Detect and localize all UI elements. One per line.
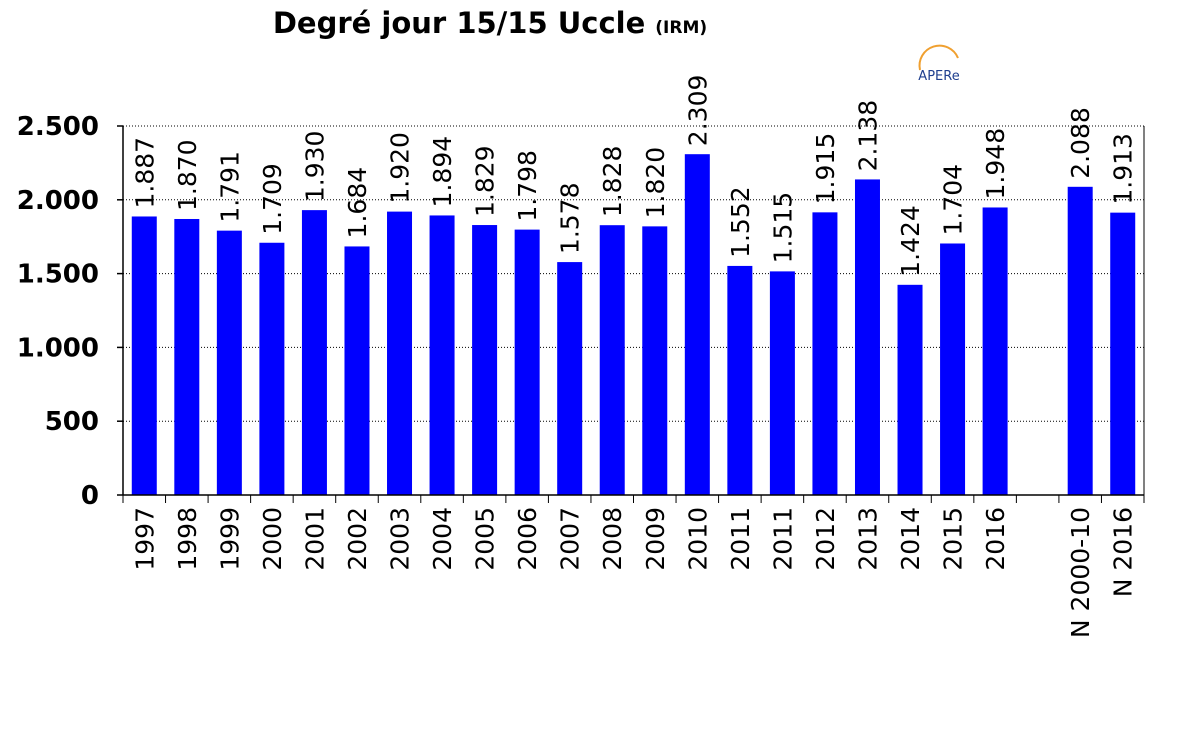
- value-label: 1.798: [513, 150, 542, 222]
- value-label: 1.829: [471, 145, 500, 217]
- bar: [897, 284, 923, 495]
- value-label: 1.887: [130, 137, 159, 209]
- y-tick-label: 500: [45, 407, 99, 437]
- bar: [769, 271, 795, 495]
- x-tick-label: 2011: [768, 507, 797, 571]
- value-label: 1.709: [258, 163, 287, 235]
- bar: [429, 215, 455, 495]
- x-tick-label: 1997: [130, 507, 159, 571]
- apere-logo: APERe: [918, 44, 960, 84]
- chart-title-source: (IRM): [655, 18, 708, 38]
- x-tick-label: 2009: [641, 507, 670, 571]
- value-label: 1.424: [896, 205, 925, 277]
- value-labels: 1.887 1.870 1.791 1.709 1.930 1.684 1.920 1.894…: [130, 75, 1137, 277]
- bar: [514, 229, 540, 495]
- y-tick-label: 0: [81, 481, 99, 511]
- x-tick-label: 2005: [471, 507, 500, 571]
- bar: [472, 225, 498, 495]
- value-label: 1.515: [768, 192, 797, 264]
- bar: [982, 207, 1008, 495]
- bar: [812, 212, 838, 495]
- x-tick-label: 2001: [300, 507, 329, 571]
- grid-lines: [123, 125, 1144, 422]
- x-tick-label: 2012: [811, 507, 840, 571]
- bar: [557, 262, 583, 495]
- y-axis-ticks: 0 500 1.000 1.500 2.000 2.500: [17, 112, 123, 511]
- x-tick-label: 2007: [556, 507, 585, 571]
- value-label: 1.948: [981, 128, 1010, 200]
- y-tick-label: 2.000: [17, 186, 99, 216]
- chart-title-main: Degré jour 15/15 Uccle: [272, 6, 646, 40]
- value-label: 1.684: [343, 167, 372, 239]
- value-label: 1.915: [811, 133, 840, 205]
- logo-arc-icon: [918, 44, 959, 71]
- axes: [122, 126, 1145, 503]
- x-tick-label: N 2000-10: [1066, 507, 1095, 638]
- value-label: 2.138: [853, 100, 882, 172]
- x-tick-label: 2004: [428, 507, 457, 571]
- x-tick-label: 2003: [386, 507, 415, 571]
- y-tick-label: 1.000: [17, 333, 99, 363]
- bar: [344, 246, 370, 495]
- x-tick-label: 2011: [726, 507, 755, 571]
- x-tick-label: 2006: [513, 507, 542, 571]
- bar: [1110, 212, 1136, 495]
- value-label: 1.894: [428, 136, 457, 208]
- bar: [940, 243, 966, 495]
- value-label: 1.870: [173, 139, 202, 211]
- x-tick-label: 2015: [939, 507, 968, 571]
- x-tick-label: N 2016: [1109, 507, 1138, 597]
- y-tick-label: 1.500: [17, 260, 99, 290]
- bar: [684, 154, 710, 496]
- x-tick-label: 2014: [896, 507, 925, 571]
- bar: [854, 179, 880, 495]
- bar: [131, 216, 157, 495]
- x-tick-label: 2002: [343, 507, 372, 571]
- value-label: 1.552: [726, 186, 755, 258]
- x-tick-label: 2010: [683, 507, 712, 571]
- logo-text: APERe: [918, 69, 959, 84]
- bar: [1067, 186, 1093, 495]
- bar: [387, 211, 413, 495]
- bar: [727, 265, 753, 495]
- x-axis-labels: 1997 1998 1999 2000 2001 2002 2003 2004 2005 2006…: [130, 507, 1137, 638]
- value-label: 1.913: [1109, 133, 1138, 205]
- x-tick-label: 2008: [598, 507, 627, 571]
- value-label: 2.088: [1066, 107, 1095, 179]
- value-label: 1.828: [598, 146, 627, 218]
- bar: [301, 210, 327, 495]
- bar: [599, 225, 625, 495]
- x-tick-label: 2000: [258, 507, 287, 571]
- x-tick-label: 1999: [215, 507, 244, 571]
- bar: [174, 218, 200, 495]
- value-label: 1.791: [215, 151, 244, 223]
- value-label: 1.930: [300, 131, 329, 203]
- value-label: 1.820: [641, 147, 670, 219]
- x-tick-label: 1998: [173, 507, 202, 571]
- bar: [216, 230, 242, 495]
- value-label: 1.578: [556, 183, 585, 255]
- bar: [259, 242, 285, 495]
- x-tick-label: 2013: [853, 507, 882, 571]
- bar: [642, 226, 668, 496]
- chart-title: Degré jour 15/15 Uccle (IRM): [0, 6, 980, 40]
- value-label: 1.704: [939, 164, 968, 236]
- x-tick-label: 2016: [981, 507, 1010, 571]
- value-label: 2.309: [683, 75, 712, 147]
- bars: [131, 154, 1136, 496]
- value-label: 1.920: [386, 132, 415, 204]
- y-tick-label: 2.500: [17, 112, 99, 142]
